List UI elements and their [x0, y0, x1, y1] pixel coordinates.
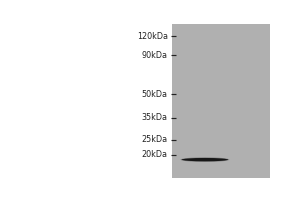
Text: 35kDa: 35kDa: [142, 113, 168, 122]
Text: 50kDa: 50kDa: [142, 90, 168, 99]
Text: 20kDa: 20kDa: [142, 150, 168, 159]
Ellipse shape: [181, 157, 229, 162]
Bar: [172, 24, 275, 178]
Text: 120kDa: 120kDa: [137, 32, 168, 41]
Text: 90kDa: 90kDa: [142, 51, 168, 60]
Text: 25kDa: 25kDa: [142, 135, 168, 144]
Ellipse shape: [182, 158, 228, 161]
